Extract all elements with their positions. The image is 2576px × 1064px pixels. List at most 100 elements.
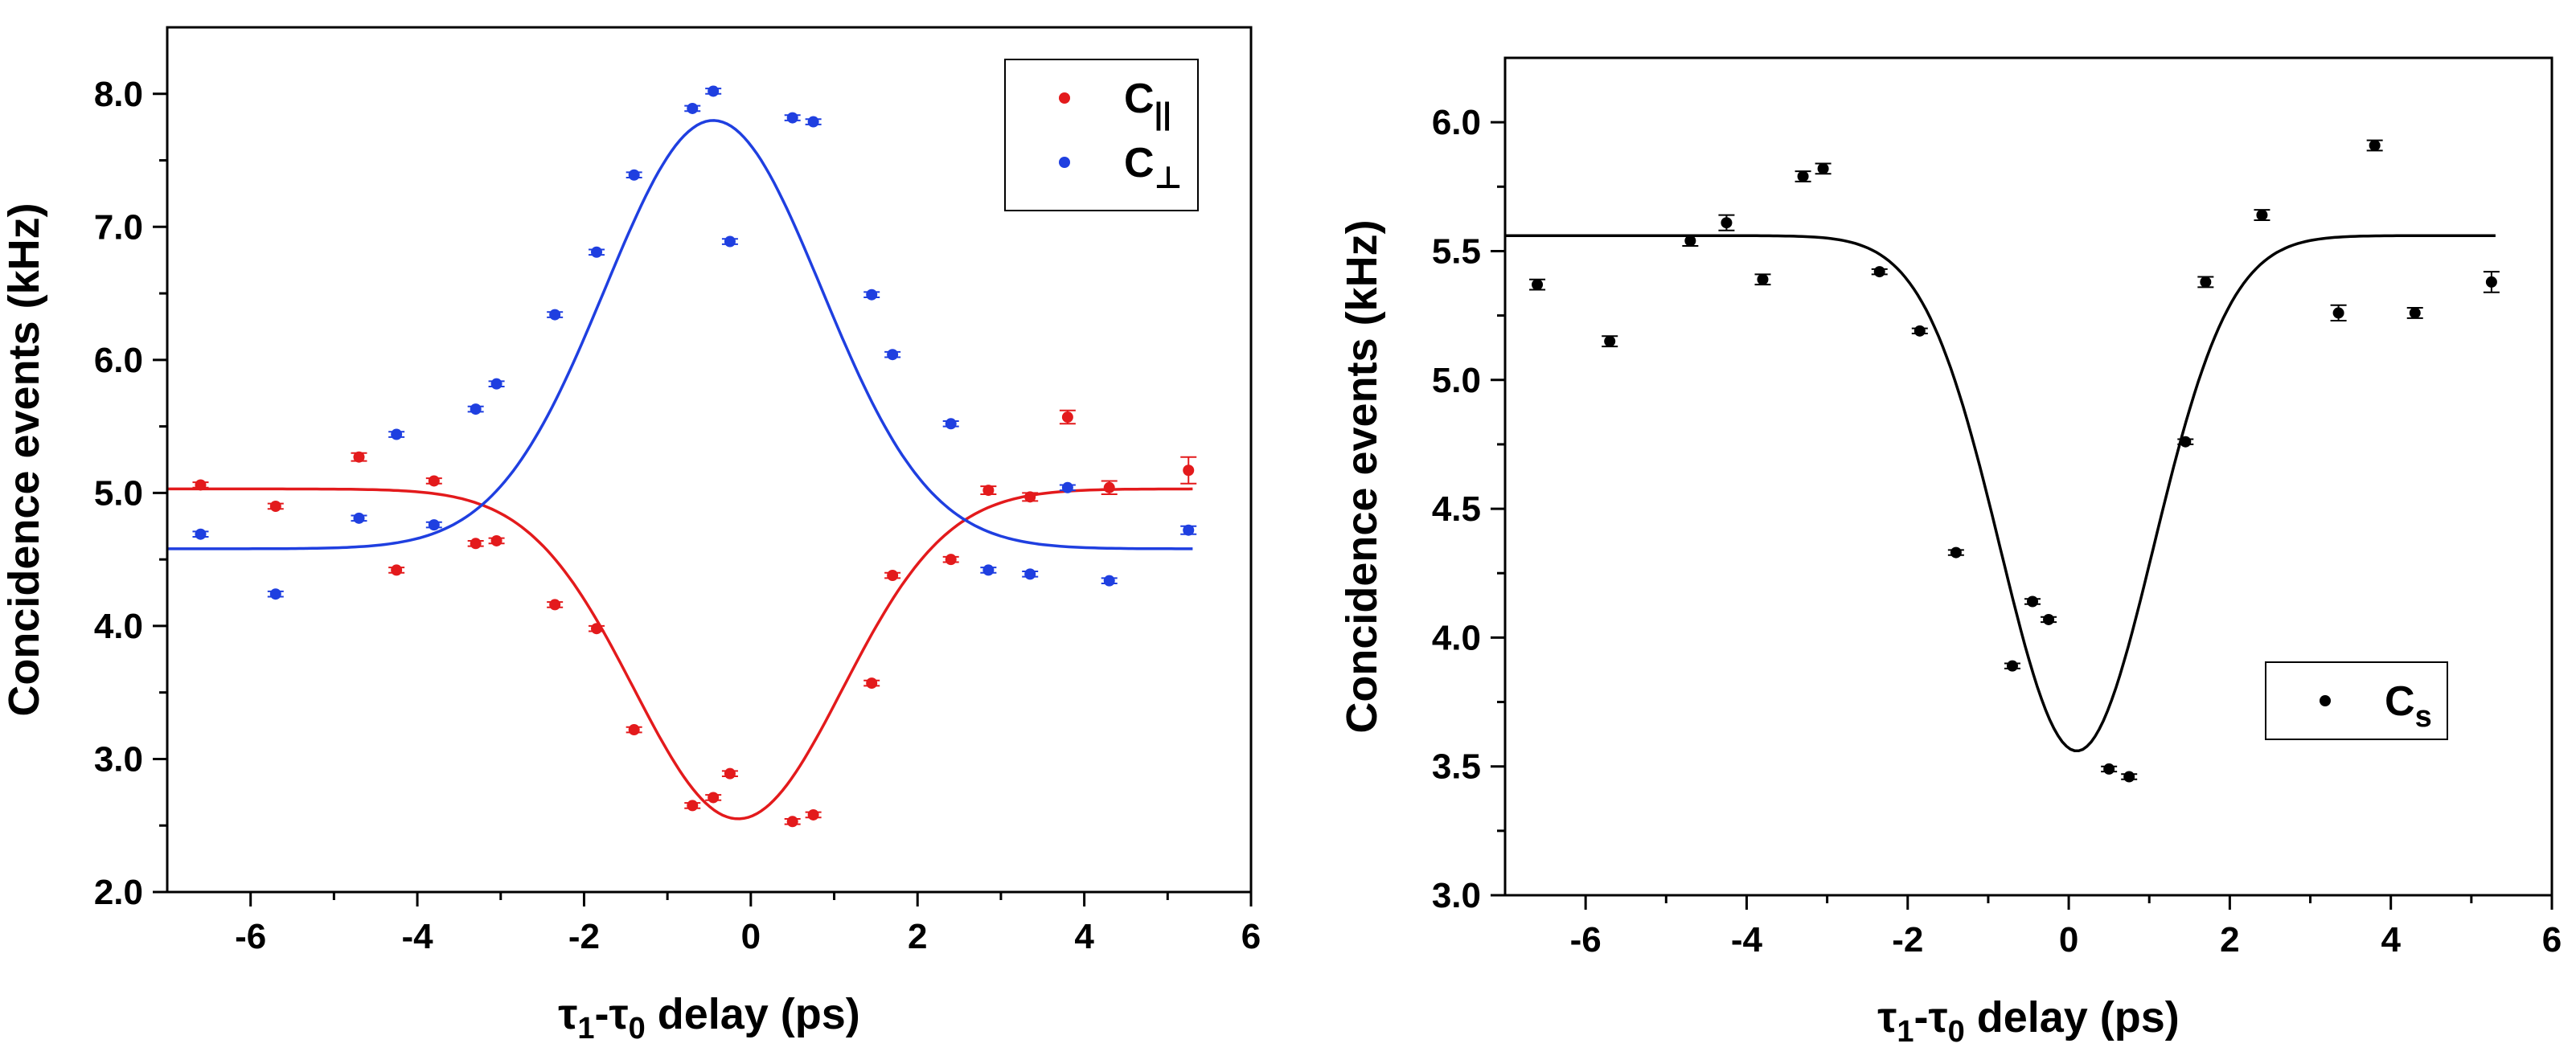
y-tick-label: 5.5 — [1432, 231, 1481, 271]
legend-marker — [2320, 695, 2331, 706]
data-point — [470, 403, 482, 415]
data-point-group — [2004, 660, 2020, 672]
fit-curve-0 — [1505, 234, 2496, 753]
left-y-axis-label: Concidence events (kHz) — [0, 203, 48, 716]
data-point — [807, 808, 819, 821]
data-point — [1721, 217, 1733, 229]
data-point — [786, 112, 798, 124]
y-tick-label: 2.0 — [94, 873, 143, 912]
data-point — [866, 677, 878, 690]
right-axis-ticks — [1491, 121, 2553, 910]
x-tick-label: 6 — [2542, 920, 2562, 960]
data-point-group — [1022, 568, 1039, 580]
data-point-group — [192, 528, 209, 540]
data-point — [628, 169, 640, 181]
legend-label-base: C — [2385, 678, 2415, 725]
data-point — [2369, 140, 2381, 152]
y-tick-label: 4.5 — [1432, 489, 1481, 529]
data-point — [687, 102, 699, 114]
right-x-axis-label-tau-2: τ — [1928, 993, 1947, 1041]
data-point — [887, 349, 899, 361]
data-point-group — [2101, 763, 2118, 775]
right-x-axis-label-rest: delay (ps) — [1965, 993, 2180, 1041]
data-point — [391, 428, 403, 440]
x-tick-label: -4 — [402, 917, 434, 956]
data-point-group — [626, 169, 642, 181]
data-point-group — [488, 534, 505, 546]
data-point — [945, 554, 957, 566]
data-point — [1061, 481, 1073, 493]
data-point-group — [467, 403, 484, 415]
data-point — [1914, 325, 1926, 337]
data-point-group — [1059, 409, 1076, 425]
data-point-group — [1911, 325, 1928, 337]
data-point-group — [721, 767, 738, 780]
data-point — [1757, 273, 1769, 285]
right-tick-labels: -6 -4 -2 0 2 4 6 3.0 3.5 4.0 4.5 5.0 5.5 6.0 — [1432, 103, 2562, 960]
data-point-group — [784, 112, 801, 124]
data-point — [687, 800, 699, 812]
data-point-group — [1059, 481, 1076, 493]
data-point — [1183, 524, 1195, 536]
y-tick-label: 3.0 — [1432, 876, 1481, 915]
data-point — [1817, 162, 1829, 174]
legend-label-sub: s — [2415, 700, 2432, 734]
legend-marker — [1059, 157, 1070, 168]
data-point — [353, 512, 365, 524]
fit-curve-0 — [167, 487, 1193, 821]
data-point-group — [1718, 214, 1735, 231]
data-point — [2485, 276, 2497, 288]
data-point — [1532, 279, 1544, 291]
data-point-group — [805, 808, 822, 821]
x-tick-label: 6 — [1241, 917, 1261, 956]
data-point — [1684, 235, 1696, 247]
data-point — [2103, 763, 2115, 775]
data-point — [1024, 568, 1036, 580]
data-point-group — [884, 570, 901, 582]
data-point — [982, 564, 995, 576]
data-point — [724, 767, 736, 780]
data-point-group — [1101, 480, 1118, 496]
data-point — [2256, 209, 2268, 221]
data-point-group — [388, 564, 405, 576]
x-tick-label: 4 — [1074, 917, 1094, 956]
data-point — [428, 519, 440, 531]
data-point-group — [684, 800, 701, 812]
data-point-group — [705, 792, 722, 804]
data-point-group — [626, 724, 642, 736]
left-panel: -6 -4 -2 0 2 4 6 2.0 3.0 4.0 5.0 6.0 7.0 8.0 Conciden… — [0, 26, 1261, 1046]
right-x-axis-label-sub1: 1 — [1897, 1015, 1914, 1049]
data-point-group — [705, 85, 722, 97]
data-point-group — [2483, 271, 2500, 293]
x-tick-label: 0 — [741, 917, 761, 956]
data-point — [2180, 436, 2192, 448]
y-tick-label: 6.0 — [1432, 103, 1481, 142]
x-tick-label: -6 — [235, 917, 266, 956]
data-point — [1873, 266, 1885, 278]
data-point-group — [1602, 335, 1618, 348]
data-point-group — [942, 418, 959, 430]
data-point-group — [1682, 235, 1699, 248]
data-point — [1183, 464, 1195, 477]
data-point — [1604, 335, 1616, 347]
right-plot-area — [1505, 139, 2500, 783]
data-point-group — [884, 349, 901, 361]
y-tick-label: 4.0 — [94, 607, 143, 646]
data-point — [391, 564, 403, 576]
data-point-group — [467, 538, 484, 550]
data-point — [945, 418, 957, 430]
data-point — [708, 85, 720, 97]
legend-label: Cs — [2385, 678, 2432, 734]
legend-label-sub: ⊥ — [1155, 162, 1183, 195]
left-x-axis-label-sub0: 0 — [629, 1012, 646, 1046]
data-point — [866, 289, 878, 301]
data-point-group — [980, 485, 997, 497]
left-x-axis-label-tau-2: τ — [609, 990, 628, 1038]
data-point — [2006, 660, 2018, 672]
data-point-group — [1815, 162, 1832, 175]
data-point-group — [1101, 575, 1118, 587]
x-tick-label: -2 — [1892, 920, 1923, 960]
data-point — [490, 378, 502, 390]
data-point — [807, 116, 819, 128]
